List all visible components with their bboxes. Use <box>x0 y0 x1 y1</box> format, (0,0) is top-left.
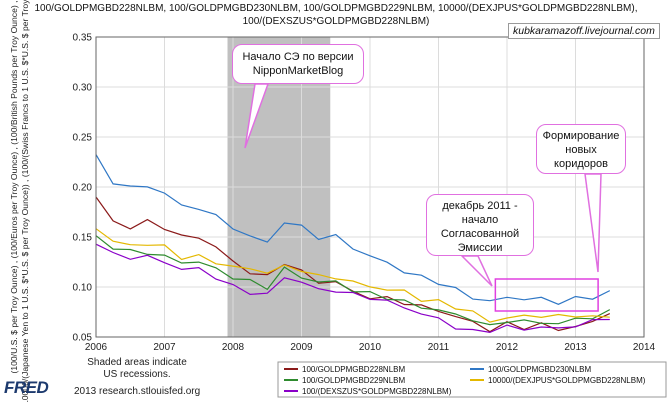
y-axis-label-line1: (100/U.S. $ per Troy Ounce) , (100/Euros… <box>9 0 19 373</box>
fred-logo: FRED <box>4 378 49 397</box>
x-tick-label: 2011 <box>428 342 450 353</box>
y-tick-label: 0.10 <box>73 283 93 294</box>
y-tick-label: 0.35 <box>73 33 93 44</box>
callout-crisis: Начало СЭ по версии NipponMarketBlog <box>232 44 364 84</box>
legend-label: 100/GOLDPMGBD228NLBM <box>302 365 405 374</box>
legend-label: 100/GOLDPMGBD229NLBM <box>302 376 405 385</box>
legend-label: 100/(DEXSZUS*GOLDPMGBD228NLBM) <box>302 387 452 396</box>
y-tick-label: 0.15 <box>73 233 93 244</box>
y-axis-label-group: (100/U.S. $ per Troy Ounce) , (100/Euros… <box>9 0 30 402</box>
x-tick-label: 2007 <box>153 342 176 353</box>
legend-box <box>277 361 667 398</box>
y-tick-label: 0.25 <box>73 133 93 144</box>
y-axis-label-line2: (10000/(Japanese Yen to 1 U.S. $*U.S. $ … <box>20 0 30 402</box>
callout-corridors-pointer <box>584 173 602 273</box>
x-tick-label: 2013 <box>564 342 587 353</box>
callout-dec2011: декабрь 2011 - начало Согласованной Эмис… <box>426 194 534 256</box>
y-tick-label: 0.30 <box>73 83 93 94</box>
series-line-3 <box>95 228 610 323</box>
callout-dec2011-pointer <box>460 255 493 287</box>
x-tick-label: 2008 <box>222 342 245 353</box>
legend: 100/GOLDPMGBD228NLBM 100/GOLDPMGBD230NLBM… <box>277 361 667 398</box>
series-line-4 <box>95 243 610 334</box>
x-tick-label: 2014 <box>633 342 656 353</box>
x-tick-label: 2009 <box>290 342 313 353</box>
series-line-1 <box>95 154 611 305</box>
chart-title-line1: 100/GOLDPMGBD228NLBM, 100/GOLDPMGBD230NL… <box>34 3 637 14</box>
x-tick-label: 2010 <box>359 342 382 353</box>
source-footer: 2013 research.stlouisfed.org <box>74 386 201 397</box>
series-layer <box>95 83 611 334</box>
x-tick-label: 2012 <box>496 342 519 353</box>
axes: 0.05 0.10 0.15 0.20 0.25 0.30 0.35 2006 2007 2008… <box>73 33 656 354</box>
x-tick-label: 2006 <box>85 342 108 353</box>
y-tick-label: 0.20 <box>73 183 93 194</box>
legend-label: 100/GOLDPMGBD230NLBM <box>488 365 591 374</box>
callout-corridors: Формирование новых коридоров <box>536 124 626 174</box>
recession-note: Shaded areas indicate US recessions. <box>87 357 187 380</box>
watermark-label: kubkaramazoff.livejournal.com <box>508 23 660 39</box>
legend-label: 10000/(DEXJPUS*GOLDPMGBD228NLBM) <box>488 376 646 385</box>
plot-frame <box>95 36 645 338</box>
highlight-box <box>494 278 599 312</box>
y-tick-label: 0.05 <box>73 333 93 344</box>
callout-crisis-pointer <box>244 83 270 149</box>
chart-title-line2: 100/(DEXSZUS*GOLDPMGBD228NLBM) <box>243 16 430 27</box>
